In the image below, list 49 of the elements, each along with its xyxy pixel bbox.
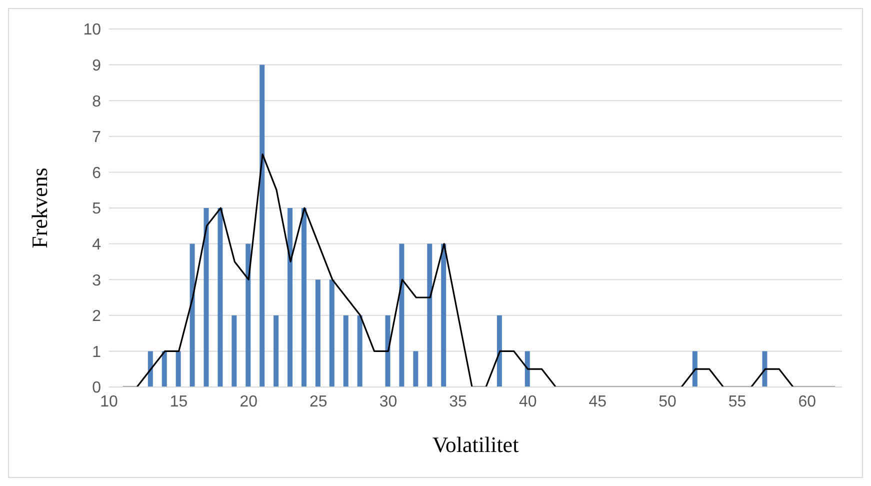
y-tick-label: 10 bbox=[83, 22, 102, 39]
bar bbox=[329, 280, 334, 387]
x-tick-label: 15 bbox=[170, 393, 188, 410]
bar bbox=[176, 351, 181, 387]
bar bbox=[399, 244, 404, 387]
y-tick-label: 2 bbox=[92, 308, 102, 326]
bar bbox=[524, 351, 530, 387]
x-tick-label: 40 bbox=[518, 393, 537, 410]
x-tick-label: 25 bbox=[310, 393, 328, 410]
line-series bbox=[122, 154, 836, 387]
bar bbox=[148, 351, 153, 387]
bar bbox=[260, 64, 265, 387]
x-tick-label: 45 bbox=[588, 393, 607, 410]
bar bbox=[427, 244, 432, 387]
y-tick-label: 3 bbox=[92, 272, 102, 290]
bar bbox=[162, 351, 167, 387]
x-axis-title: Volatilitet bbox=[432, 432, 519, 457]
bar bbox=[692, 351, 698, 387]
y-axis-title: Frekvens bbox=[26, 168, 52, 248]
y-tick-label: 7 bbox=[92, 129, 102, 146]
bar bbox=[315, 280, 320, 387]
bar bbox=[301, 208, 306, 387]
y-tick-label: 4 bbox=[92, 236, 102, 254]
bar bbox=[762, 351, 768, 387]
bar bbox=[413, 351, 418, 387]
bar bbox=[246, 244, 251, 387]
y-tick-label: 5 bbox=[92, 200, 102, 218]
y-tick-label: 0 bbox=[92, 380, 102, 397]
x-tick-label: 50 bbox=[658, 393, 676, 410]
bar bbox=[496, 315, 502, 387]
y-tick-label: 8 bbox=[92, 93, 102, 110]
x-tick-label: 30 bbox=[379, 393, 398, 410]
bar bbox=[343, 315, 348, 387]
x-tick-label: 60 bbox=[798, 393, 816, 410]
x-tick-label: 35 bbox=[449, 393, 468, 410]
bar bbox=[274, 315, 279, 387]
y-tick-label: 6 bbox=[92, 164, 102, 182]
bar bbox=[385, 315, 390, 387]
y-tick-label: 1 bbox=[92, 344, 102, 361]
bar bbox=[204, 208, 209, 387]
bar bbox=[190, 244, 195, 387]
y-tick-label: 9 bbox=[92, 57, 102, 74]
bar bbox=[218, 208, 223, 387]
bar bbox=[288, 208, 293, 387]
x-tick-label: 55 bbox=[728, 393, 746, 410]
bar bbox=[232, 315, 237, 387]
bar bbox=[441, 244, 446, 387]
x-tick-label: 20 bbox=[240, 393, 258, 410]
bar bbox=[357, 315, 362, 387]
